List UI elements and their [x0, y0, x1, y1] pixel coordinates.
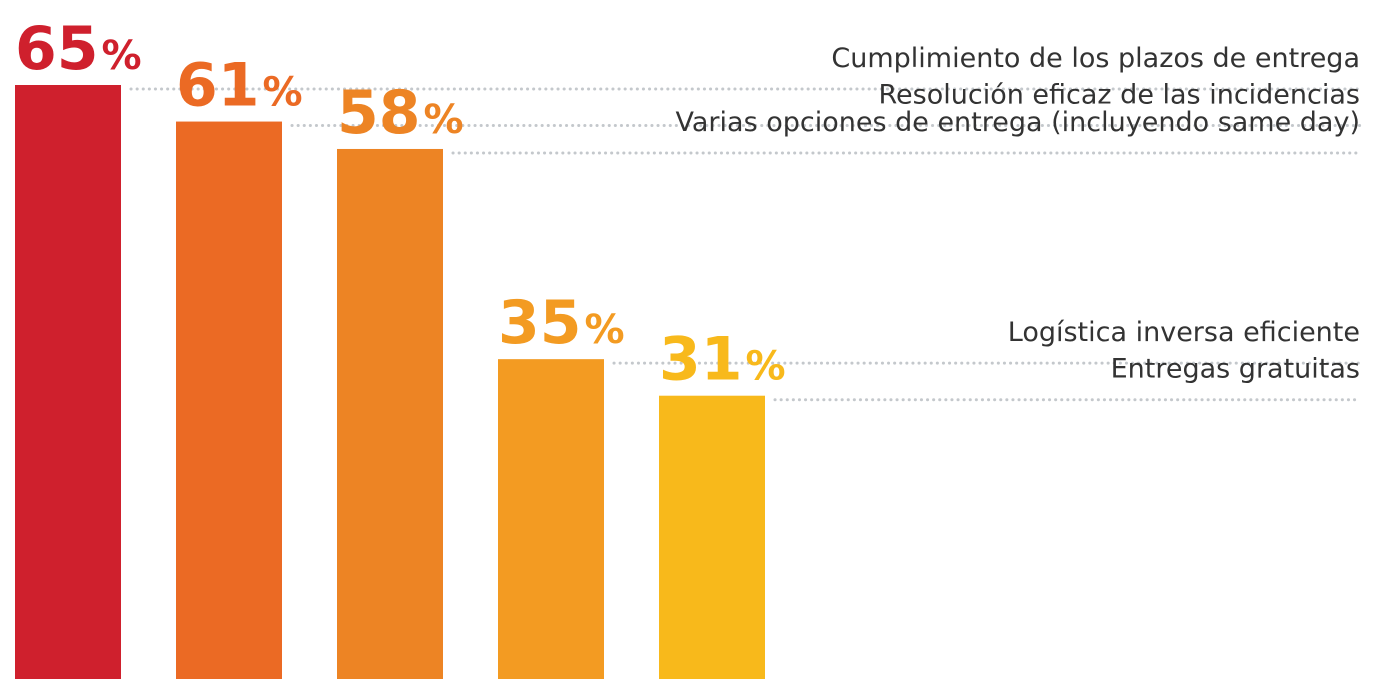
bar: [498, 359, 604, 679]
category-label: Cumplimiento de los plazos de entrega: [831, 43, 1360, 74]
value-label: 58%: [337, 78, 464, 148]
value-label: 61%: [176, 51, 303, 121]
bar: [659, 395, 765, 679]
bar: [337, 148, 443, 679]
category-label: Varias opciones de entrega (incluyendo s…: [676, 107, 1361, 138]
category-label: Entregas gratuitas: [1111, 354, 1360, 385]
value-label: 35%: [498, 288, 625, 358]
bar: [15, 85, 121, 679]
value-label: 65%: [15, 14, 142, 84]
bar: [176, 121, 282, 679]
value-label: 31%: [659, 325, 786, 395]
category-label: Logística inversa eficiente: [1008, 317, 1360, 348]
category-label: Resolución eficaz de las incidencias: [879, 80, 1361, 111]
